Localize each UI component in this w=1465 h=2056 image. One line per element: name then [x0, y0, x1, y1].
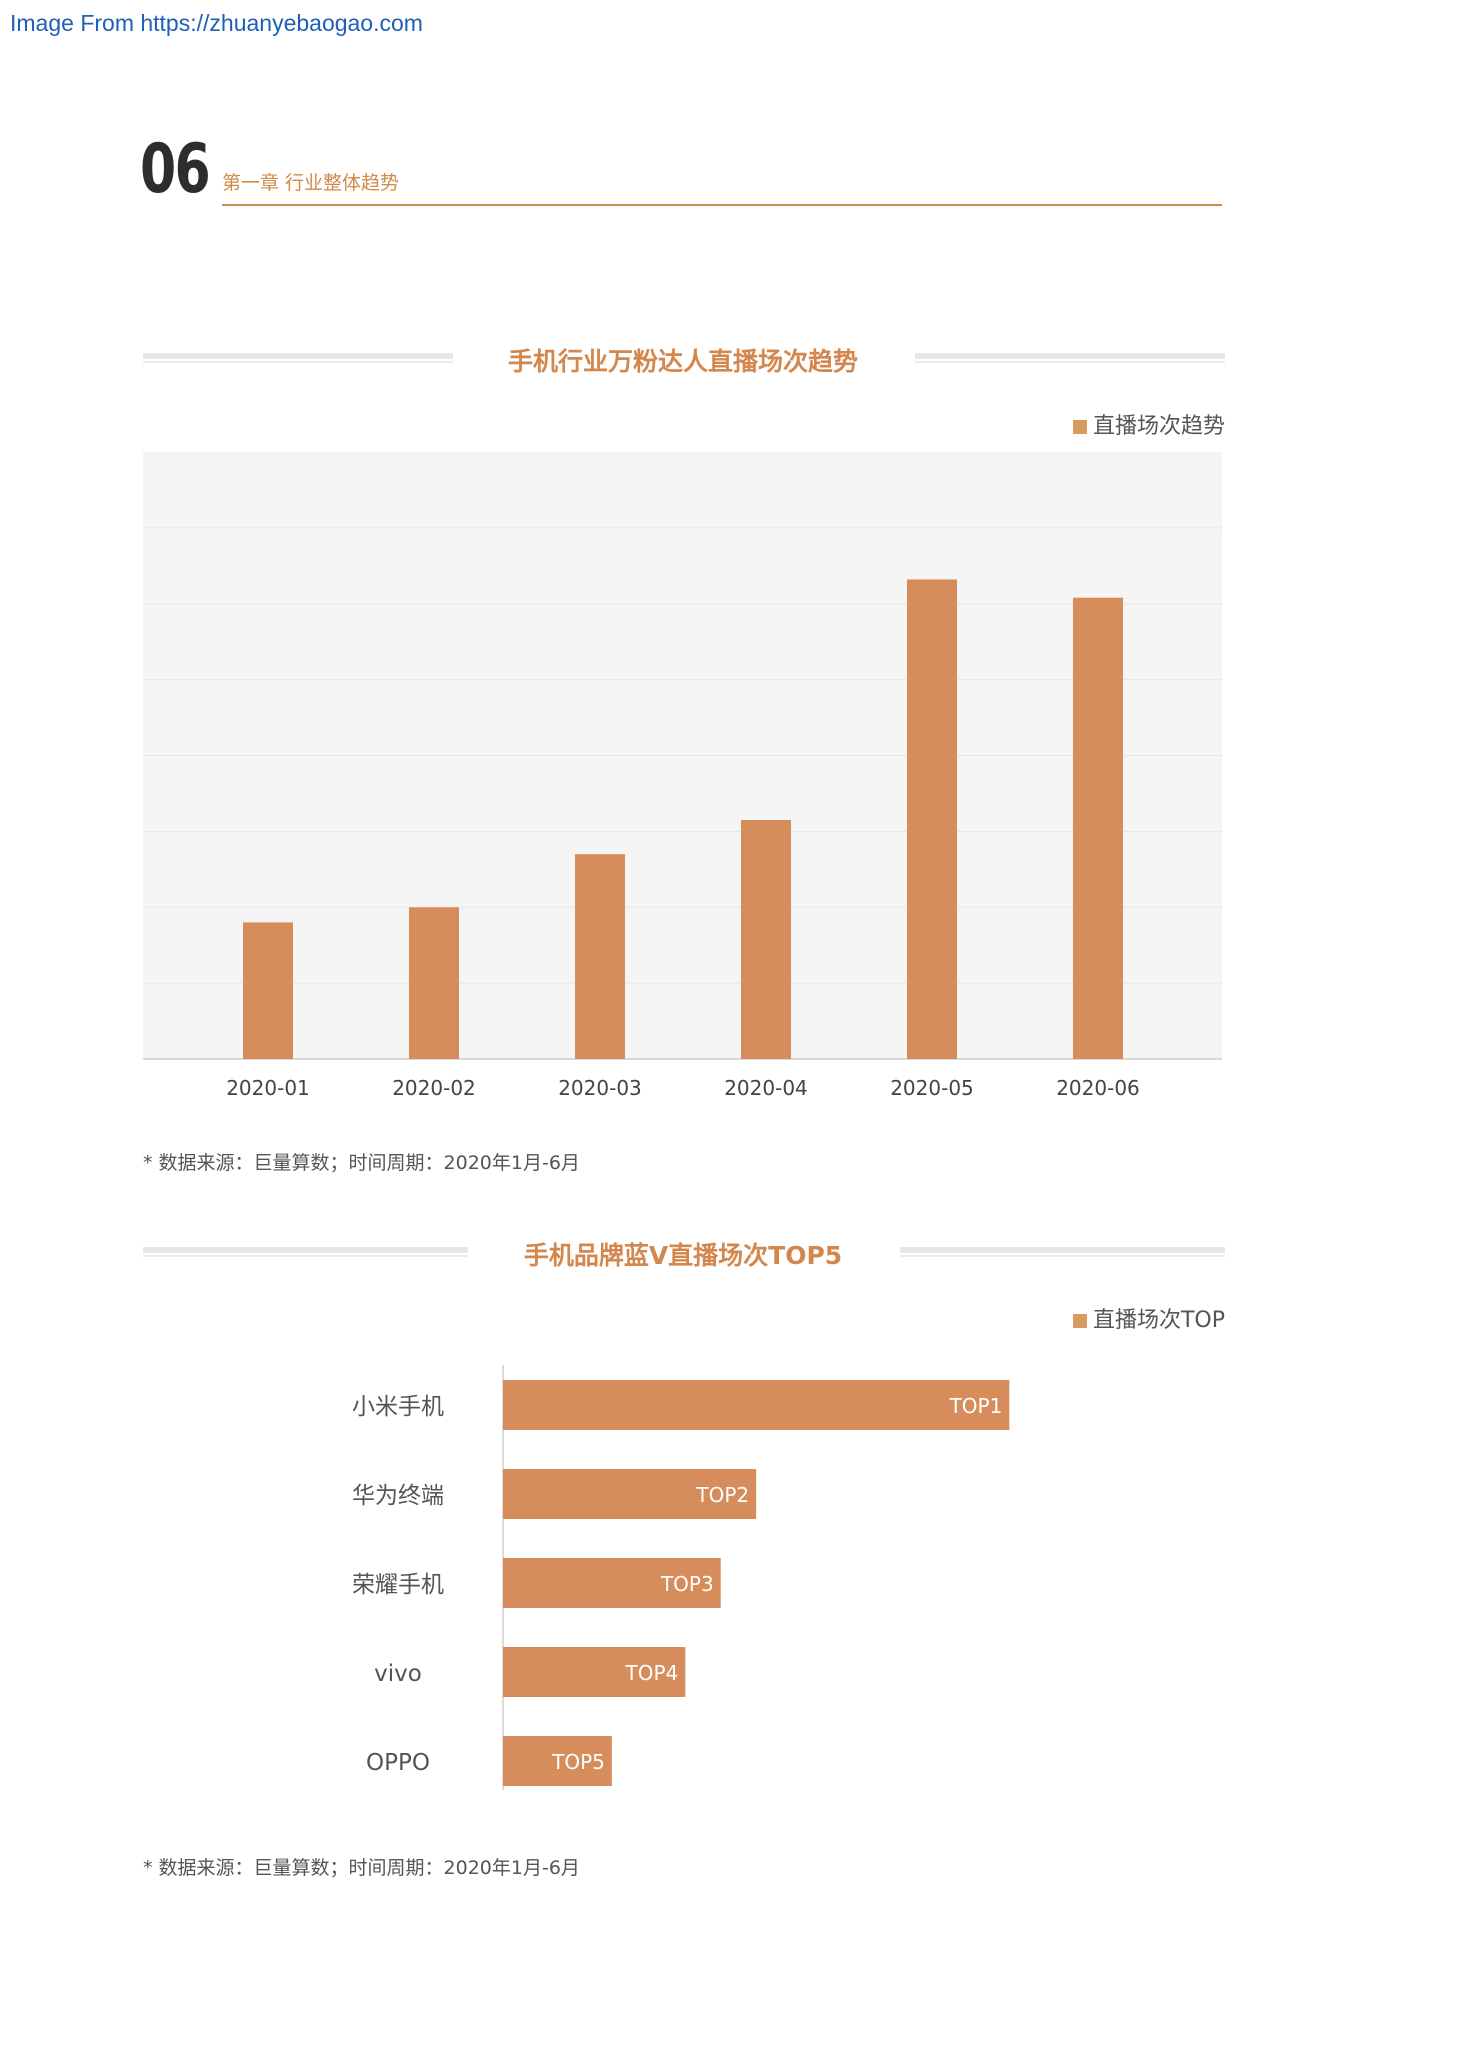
title-rule-right — [915, 353, 1225, 363]
chart1-title: 手机行业万粉达人直播场次趋势 — [507, 347, 859, 376]
bar-2020-01 — [243, 922, 293, 1059]
bar-2020-05 — [907, 579, 957, 1059]
brand-top5-bar-chart: TOP1 小米手机 TOP2 华为终端 TOP3 荣耀手机 TOP4 vivo TOP5 OPPO — [352, 1365, 1010, 1790]
title-rule-right — [900, 1247, 1225, 1257]
legend-swatch — [1072, 420, 1087, 434]
chart1-source: * 数据来源：巨量算数；时间周期：2020年1月-6月 — [143, 1152, 580, 1174]
bar-label: TOP1 — [949, 1394, 1003, 1418]
title-rule-left — [143, 353, 453, 363]
bar-2020-03 — [575, 854, 625, 1059]
title-rule-left — [143, 1247, 468, 1257]
x-tick-label: 2020-01 — [226, 1076, 310, 1100]
chart2-title: 手机品牌蓝V直播场次TOP5 — [523, 1241, 843, 1270]
x-tick-label: 2020-02 — [392, 1076, 476, 1100]
bar-2020-06 — [1073, 597, 1123, 1059]
chapter-underline — [222, 204, 1222, 206]
bar-vivo — [503, 1647, 686, 1697]
source-watermark: Image From https://zhuanyebaogao.com — [10, 10, 423, 36]
page-number: 06 — [140, 130, 211, 209]
bar-label: TOP3 — [660, 1572, 714, 1596]
chart2-legend: 直播场次TOP — [1072, 1302, 1225, 1334]
x-tick-label: 2020-04 — [724, 1076, 808, 1100]
bar-OPPO — [503, 1736, 612, 1786]
chart2-source: * 数据来源：巨量算数；时间周期：2020年1月-6月 — [143, 1857, 580, 1879]
chapter-title: 第一章 行业整体趋势 — [222, 172, 400, 194]
bar-华为终端 — [503, 1469, 757, 1519]
bar-label: TOP4 — [625, 1661, 679, 1685]
bar-2020-04 — [741, 819, 791, 1059]
monthly-livestream-bar-chart: 2020-01 2020-02 2020-03 2020-04 2020-05 2020-… — [143, 452, 1222, 1100]
y-tick-label: 华为终端 — [352, 1483, 444, 1509]
y-tick-label: vivo — [374, 1661, 422, 1687]
chart1-legend: 直播场次趋势 — [1072, 408, 1225, 440]
y-tick-label: 小米手机 — [352, 1394, 444, 1420]
legend-swatch — [1072, 1314, 1087, 1328]
y-tick-label: 荣耀手机 — [352, 1572, 444, 1598]
x-tick-label: 2020-03 — [558, 1076, 642, 1100]
bar-label: TOP2 — [695, 1483, 749, 1507]
x-tick-label: 2020-05 — [890, 1076, 974, 1100]
bar-2020-02 — [409, 907, 459, 1059]
bar-小米手机 — [503, 1380, 1010, 1430]
x-tick-label: 2020-06 — [1056, 1076, 1140, 1100]
y-tick-label: OPPO — [366, 1750, 430, 1776]
bar-label: TOP5 — [551, 1750, 605, 1774]
legend-label: 直播场次趋势 — [1092, 414, 1225, 439]
legend-label: 直播场次TOP — [1092, 1308, 1225, 1333]
bar-荣耀手机 — [503, 1558, 721, 1608]
